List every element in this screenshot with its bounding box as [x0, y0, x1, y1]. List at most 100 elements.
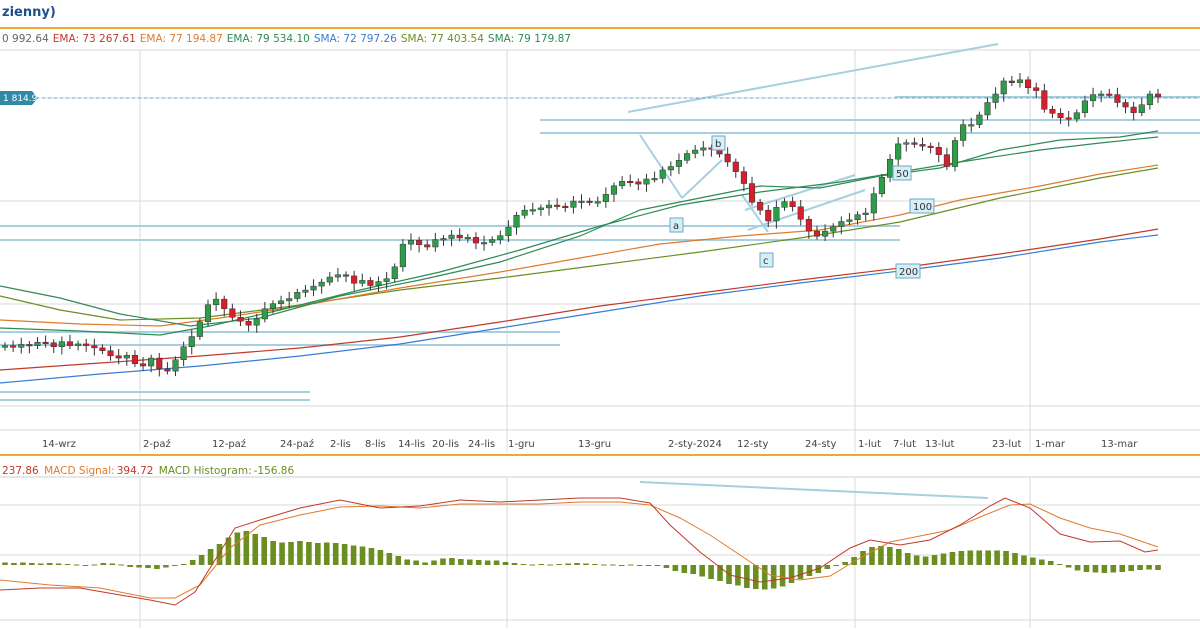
candle[interactable]: [66, 334, 74, 349]
candle[interactable]: [854, 211, 861, 225]
candle[interactable]: [1, 342, 9, 351]
candle[interactable]: [813, 226, 821, 240]
candle[interactable]: [237, 310, 244, 327]
candle[interactable]: [870, 186, 877, 221]
candle[interactable]: [554, 198, 561, 210]
candle[interactable]: [984, 97, 991, 120]
support-resistance-lines[interactable]: [0, 96, 1200, 401]
candle[interactable]: [992, 87, 999, 109]
candle[interactable]: [253, 313, 260, 333]
candlesticks[interactable]: [1, 73, 1162, 377]
candle[interactable]: [18, 337, 25, 354]
candle[interactable]: [846, 213, 853, 225]
candle[interactable]: [213, 292, 220, 312]
candle[interactable]: [10, 340, 17, 353]
candle[interactable]: [1008, 75, 1015, 87]
candle[interactable]: [1122, 99, 1129, 114]
candle[interactable]: [619, 176, 626, 190]
candle[interactable]: [310, 279, 317, 297]
candle[interactable]: [334, 267, 341, 282]
candle[interactable]: [302, 284, 309, 298]
candle[interactable]: [269, 300, 277, 314]
candle[interactable]: [578, 194, 585, 209]
candle[interactable]: [456, 228, 463, 242]
candle[interactable]: [391, 263, 398, 283]
candle[interactable]: [976, 111, 983, 128]
candle[interactable]: [148, 354, 155, 373]
candle[interactable]: [586, 197, 593, 206]
candle[interactable]: [107, 345, 114, 361]
candle[interactable]: [529, 202, 536, 215]
candle[interactable]: [1081, 95, 1088, 118]
candle[interactable]: [188, 329, 195, 355]
candle[interactable]: [318, 278, 325, 294]
candle[interactable]: [675, 153, 682, 175]
candle[interactable]: [416, 236, 423, 253]
candle[interactable]: [919, 137, 926, 151]
candle[interactable]: [367, 277, 374, 291]
candle[interactable]: [497, 230, 504, 245]
candle[interactable]: [1073, 109, 1080, 123]
candle[interactable]: [50, 339, 57, 353]
candle[interactable]: [651, 171, 658, 183]
candle[interactable]: [229, 303, 236, 321]
candle[interactable]: [286, 291, 293, 309]
candle[interactable]: [521, 205, 528, 219]
candle[interactable]: [99, 344, 106, 355]
candle[interactable]: [26, 341, 33, 354]
candle[interactable]: [886, 154, 894, 183]
candle[interactable]: [903, 139, 910, 152]
candle[interactable]: [1049, 105, 1056, 119]
candle[interactable]: [765, 205, 772, 228]
candle[interactable]: [838, 216, 845, 235]
candle[interactable]: [172, 356, 179, 376]
candle[interactable]: [545, 199, 553, 216]
candle[interactable]: [164, 362, 171, 375]
candle[interactable]: [862, 207, 869, 221]
candle[interactable]: [91, 338, 98, 356]
candle[interactable]: [602, 187, 609, 208]
candle[interactable]: [968, 117, 975, 133]
candle[interactable]: [757, 198, 764, 215]
candle[interactable]: [513, 211, 520, 235]
candle[interactable]: [489, 236, 496, 246]
candle[interactable]: [261, 301, 268, 323]
candle[interactable]: [748, 176, 756, 206]
candle[interactable]: [424, 239, 431, 251]
candle[interactable]: [692, 145, 699, 159]
candle[interactable]: [1098, 90, 1105, 103]
candle[interactable]: [464, 233, 471, 243]
candle[interactable]: [342, 271, 350, 283]
candle[interactable]: [1154, 88, 1162, 104]
candle[interactable]: [294, 288, 301, 302]
trend-lines[interactable]: [627, 43, 999, 499]
candle[interactable]: [58, 336, 65, 355]
candle[interactable]: [594, 196, 601, 208]
candle[interactable]: [1114, 87, 1121, 108]
candle[interactable]: [399, 239, 406, 272]
candle[interactable]: [383, 271, 390, 290]
candle[interactable]: [448, 230, 455, 247]
candle[interactable]: [740, 166, 747, 192]
candle[interactable]: [432, 232, 439, 252]
candle[interactable]: [75, 340, 82, 351]
candle[interactable]: [684, 150, 691, 164]
candle[interactable]: [196, 318, 203, 340]
candle[interactable]: [139, 356, 147, 371]
candle[interactable]: [1016, 73, 1024, 88]
candle[interactable]: [960, 119, 967, 147]
candle[interactable]: [131, 350, 138, 368]
candle[interactable]: [123, 351, 130, 366]
candle[interactable]: [1025, 76, 1032, 94]
candle[interactable]: [911, 137, 918, 148]
candle[interactable]: [830, 223, 837, 238]
candle[interactable]: [180, 341, 187, 366]
candle[interactable]: [667, 161, 674, 177]
candle[interactable]: [627, 174, 634, 187]
candle[interactable]: [1065, 111, 1072, 127]
candle[interactable]: [204, 299, 212, 327]
candle[interactable]: [326, 271, 333, 286]
candle[interactable]: [789, 196, 796, 212]
candle[interactable]: [610, 182, 618, 202]
